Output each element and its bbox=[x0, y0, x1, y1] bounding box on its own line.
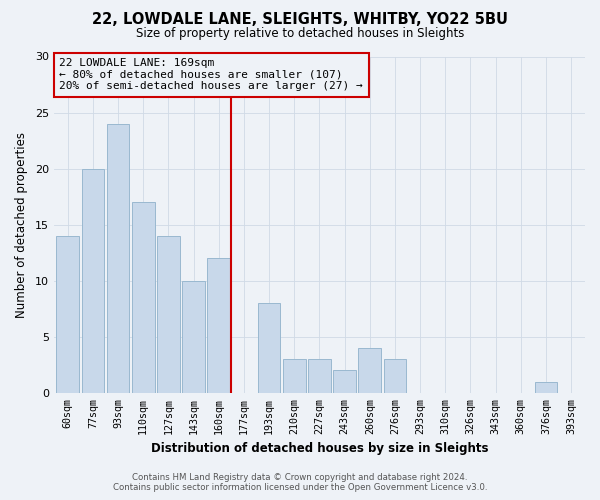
Bar bbox=[107, 124, 130, 393]
X-axis label: Distribution of detached houses by size in Sleights: Distribution of detached houses by size … bbox=[151, 442, 488, 455]
Bar bbox=[308, 359, 331, 393]
Text: Contains HM Land Registry data © Crown copyright and database right 2024.
Contai: Contains HM Land Registry data © Crown c… bbox=[113, 473, 487, 492]
Bar bbox=[157, 236, 180, 393]
Bar bbox=[82, 168, 104, 393]
Bar bbox=[56, 236, 79, 393]
Bar bbox=[383, 359, 406, 393]
Text: Size of property relative to detached houses in Sleights: Size of property relative to detached ho… bbox=[136, 28, 464, 40]
Text: 22 LOWDALE LANE: 169sqm
← 80% of detached houses are smaller (107)
20% of semi-d: 22 LOWDALE LANE: 169sqm ← 80% of detache… bbox=[59, 58, 363, 92]
Bar bbox=[334, 370, 356, 393]
Bar bbox=[535, 382, 557, 393]
Bar bbox=[258, 303, 280, 393]
Bar bbox=[358, 348, 381, 393]
Bar bbox=[283, 359, 305, 393]
Y-axis label: Number of detached properties: Number of detached properties bbox=[15, 132, 28, 318]
Bar bbox=[132, 202, 155, 393]
Bar bbox=[208, 258, 230, 393]
Text: 22, LOWDALE LANE, SLEIGHTS, WHITBY, YO22 5BU: 22, LOWDALE LANE, SLEIGHTS, WHITBY, YO22… bbox=[92, 12, 508, 28]
Bar bbox=[182, 280, 205, 393]
